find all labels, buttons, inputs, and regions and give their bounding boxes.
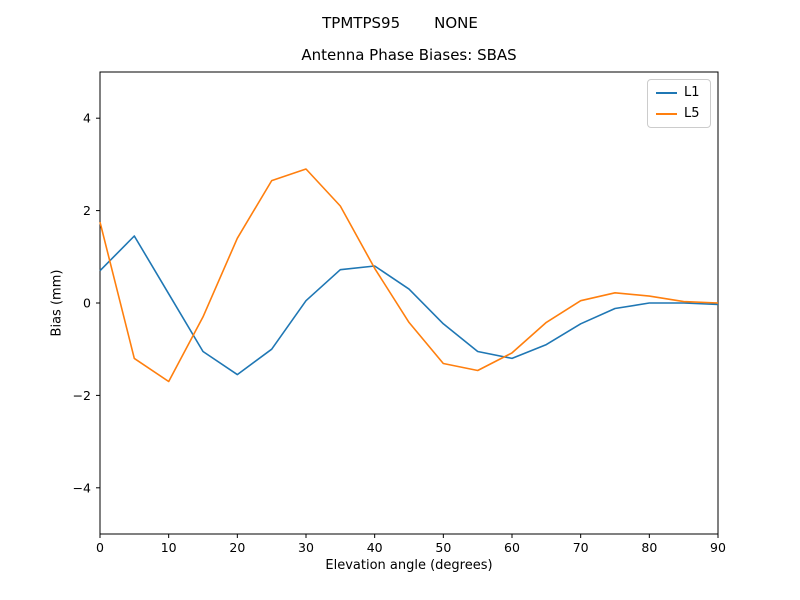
y-tick-label: 4 bbox=[83, 111, 91, 126]
x-tick-label: 0 bbox=[96, 540, 104, 555]
x-tick-label: 30 bbox=[298, 540, 314, 555]
plot-border bbox=[99, 71, 719, 535]
x-tick-label: 60 bbox=[504, 540, 520, 555]
y-axis-label: Bias (mm) bbox=[49, 269, 65, 337]
legend-label-l5: L5 bbox=[684, 106, 700, 121]
y-tick-label: −2 bbox=[73, 388, 91, 403]
legend-box: L1 L5 bbox=[647, 79, 711, 128]
x-tick-label: 40 bbox=[367, 540, 383, 555]
x-tick-label: 90 bbox=[710, 540, 726, 555]
y-tick-label: 2 bbox=[83, 203, 91, 218]
series-line-l1 bbox=[99, 235, 719, 376]
suptitle-right-text: NONE bbox=[434, 14, 478, 32]
x-tick-label: 70 bbox=[573, 540, 589, 555]
axes-title: Antenna Phase Biases: SBAS bbox=[301, 46, 517, 64]
suptitle-left-text: TPMTPS95 bbox=[322, 14, 401, 32]
x-tick-label: 80 bbox=[641, 540, 657, 555]
legend-item-l1: L1 bbox=[656, 86, 702, 100]
x-tick-label: 50 bbox=[435, 540, 451, 555]
legend-item-l5: L5 bbox=[656, 107, 702, 121]
legend-line-swatch-l1 bbox=[656, 92, 677, 94]
legend-label-l1: L1 bbox=[684, 85, 700, 100]
figure-suptitle: TPMTPS95 NONE bbox=[0, 14, 800, 32]
x-tick-label: 10 bbox=[161, 540, 177, 555]
y-tick-label: −4 bbox=[73, 480, 91, 495]
legend-line-swatch-l5 bbox=[656, 113, 677, 115]
series-line-l5 bbox=[99, 168, 719, 383]
x-tick-label: 20 bbox=[229, 540, 245, 555]
x-axis-label: Elevation angle (degrees) bbox=[325, 558, 493, 573]
y-tick-label: 0 bbox=[83, 296, 91, 311]
